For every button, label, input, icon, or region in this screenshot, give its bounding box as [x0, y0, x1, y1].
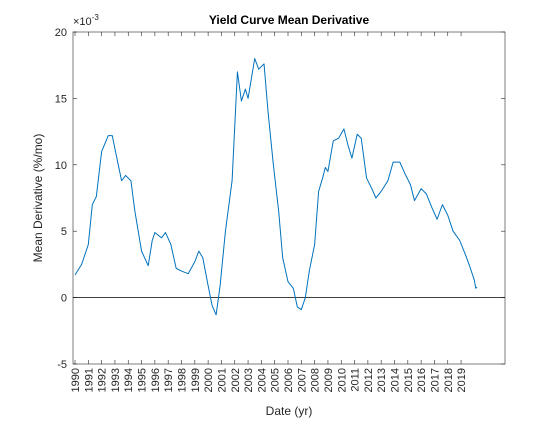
x-tick-label: 2012 — [363, 368, 375, 392]
x-tick-label: 2003 — [243, 368, 255, 392]
x-tick-label: 1997 — [163, 368, 175, 392]
x-tick-label: 1996 — [150, 368, 162, 392]
chart-title: Yield Curve Mean Derivative — [209, 13, 370, 27]
x-tick-label: 2014 — [390, 368, 402, 392]
x-tick-label: 2009 — [323, 368, 335, 392]
x-tick-label: 2002 — [230, 368, 242, 392]
x-tick-label: 2018 — [443, 368, 455, 392]
y-exponent: ×10-3 — [73, 13, 99, 28]
x-tick-label: 2000 — [203, 368, 215, 392]
x-tick-label: 1993 — [110, 368, 122, 392]
x-tick-label: 2010 — [336, 368, 348, 392]
x-tick-label: 2017 — [429, 368, 441, 392]
data-line — [74, 58, 478, 316]
y-tick-label: 10 — [55, 160, 67, 172]
y-tick-label: 15 — [55, 93, 67, 105]
x-tick-label: 2004 — [256, 368, 268, 392]
x-tick-label: 2007 — [296, 368, 308, 392]
x-tick-label: 1999 — [190, 368, 202, 392]
x-tick-label: 2011 — [350, 368, 362, 392]
y-tick-label: -5 — [57, 359, 67, 371]
x-tick-label: 1998 — [176, 368, 188, 392]
plot-area — [72, 31, 506, 365]
y-axis-label: Mean Derivative (%/mo) — [31, 134, 45, 263]
y-tick-label: 5 — [61, 226, 67, 238]
x-axis-label: Date (yr) — [266, 404, 313, 418]
x-tick-label: 2005 — [270, 368, 282, 392]
y-tick-label: 0 — [61, 293, 67, 305]
x-tick-label: 1994 — [123, 368, 135, 392]
y-tick-label: 20 — [55, 27, 67, 39]
y-exponent-power: -3 — [92, 13, 100, 22]
x-tick-label: 1991 — [83, 368, 95, 392]
x-tick-label: 2013 — [376, 368, 388, 392]
y-exponent-base: ×10 — [73, 16, 92, 28]
x-tick-label: 1995 — [137, 368, 149, 392]
x-tick-label: 2008 — [310, 368, 322, 392]
x-tick-label: 1990 — [70, 368, 82, 392]
x-tick-label: 2001 — [216, 368, 228, 392]
x-tick-label: 1992 — [97, 368, 109, 392]
x-tick-label: 2015 — [403, 368, 415, 392]
x-tick-label: 2006 — [283, 368, 295, 392]
x-tick-label: 2016 — [416, 368, 428, 392]
x-tick-label: 2019 — [456, 368, 468, 392]
